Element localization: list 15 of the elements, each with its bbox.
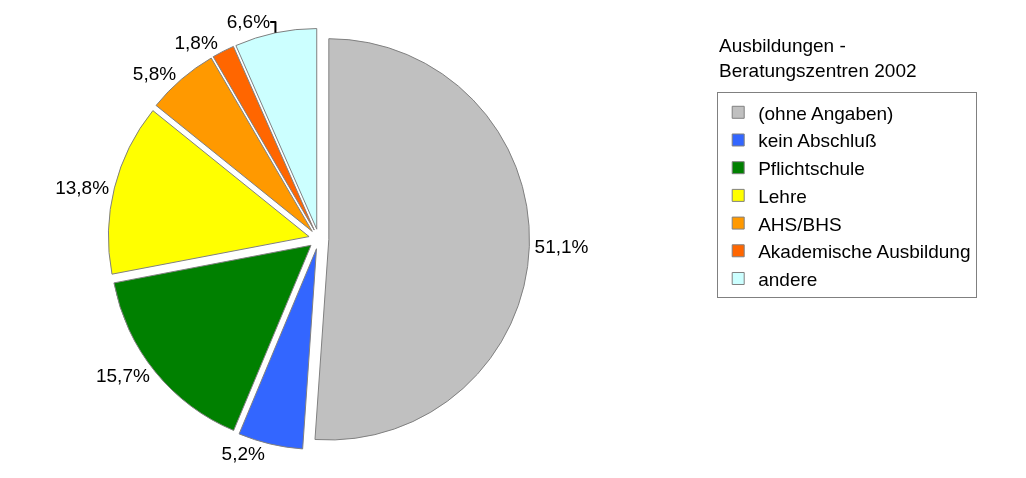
legend-label: AHS/BHS <box>758 213 842 235</box>
legend-title: Ausbildungen - Beratungszentren 2002 <box>719 35 917 81</box>
data-label: 5,8% <box>132 62 177 84</box>
data-label: 51,1% <box>534 235 589 257</box>
legend-label: andere <box>758 268 818 290</box>
data-label: 15,7% <box>95 365 150 387</box>
legend-label: Lehre <box>758 185 807 207</box>
data-label: 13,8% <box>55 176 110 198</box>
legend-label: (ohne Angaben) <box>758 102 894 124</box>
legend-label: Pflichtschule <box>758 158 865 180</box>
data-label: 5,2% <box>221 443 266 465</box>
data-label: 1,8% <box>174 32 218 54</box>
legend-label: Akademische Ausbildung <box>758 241 971 263</box>
data-label: 6,6% <box>226 11 271 33</box>
legend-label: kein Abschluß <box>758 130 877 152</box>
